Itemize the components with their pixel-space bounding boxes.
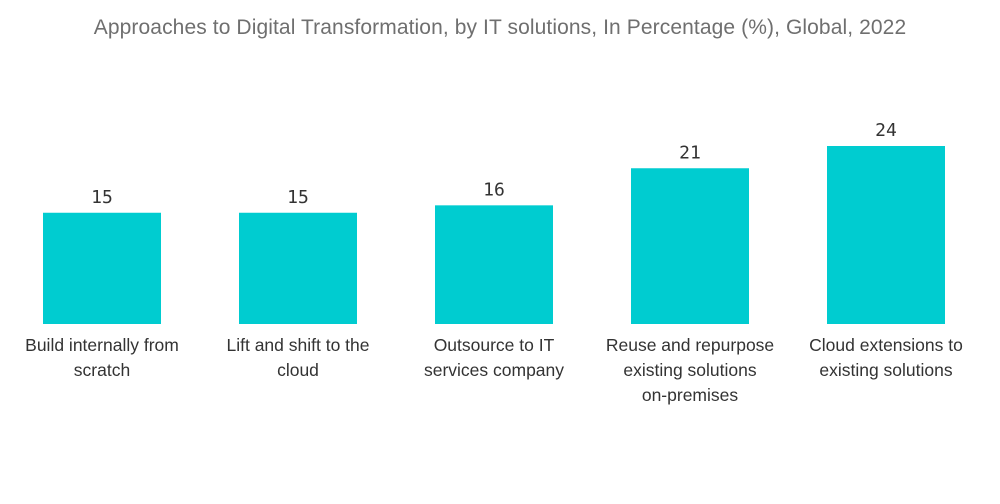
category-label-1: Build internally from scratch (25, 335, 179, 380)
bar-5 (827, 146, 945, 324)
category-label-line: Reuse and repurpose (606, 335, 774, 355)
category-label-line: Cloud extensions to (809, 335, 963, 355)
value-label-3: 16 (483, 179, 505, 200)
bar-4 (631, 168, 749, 324)
bar-3 (435, 205, 553, 324)
value-label-4: 21 (679, 142, 701, 163)
value-labels-layer: 15 15 16 21 24 (91, 120, 897, 208)
category-label-3: Outsource to IT services company (424, 335, 564, 380)
category-label-line: on-premises (642, 385, 739, 405)
bar-2 (239, 212, 357, 324)
category-label-line: scratch (74, 360, 130, 380)
chart-title: Approaches to Digital Transformation, by… (93, 16, 907, 39)
category-label-2: Lift and shift to the cloud (226, 335, 369, 380)
value-label-5: 24 (875, 120, 897, 141)
category-label-line: existing solutions (819, 360, 953, 380)
category-label-line: Outsource to IT (434, 335, 555, 355)
category-label-5: Cloud extensions to existing solutions (809, 335, 963, 380)
category-label-line: Lift and shift to the (226, 335, 369, 355)
category-labels-layer: Build internally from scratch Lift and shi… (25, 335, 963, 405)
bars-layer (43, 146, 945, 324)
category-label-line: existing solutions (623, 360, 757, 380)
bar-1 (43, 212, 161, 324)
value-label-1: 15 (91, 187, 113, 208)
category-label-line: cloud (277, 360, 319, 380)
value-label-2: 15 (287, 187, 309, 208)
category-label-4: Reuse and repurpose existing solutions on-… (606, 335, 774, 405)
category-label-line: Build internally from (25, 335, 179, 355)
category-label-line: services company (424, 360, 564, 380)
